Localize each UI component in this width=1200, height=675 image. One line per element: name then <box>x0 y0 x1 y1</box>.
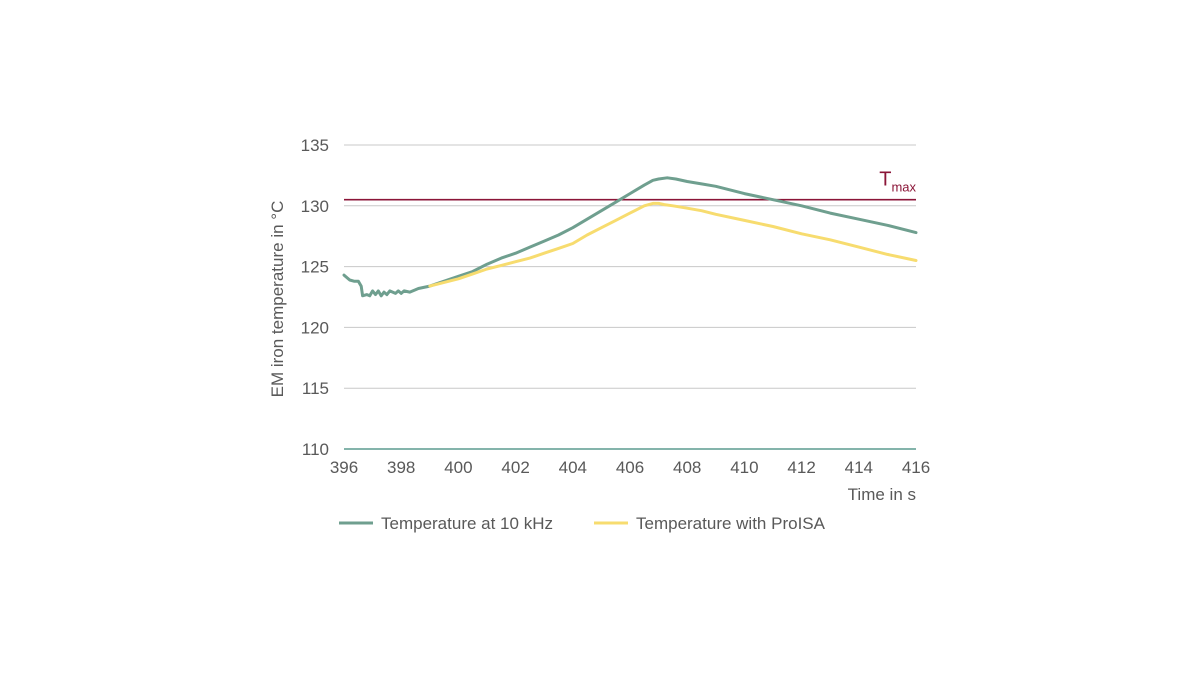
x-tick-label: 414 <box>845 458 873 477</box>
x-tick-label: 406 <box>616 458 644 477</box>
y-tick-label: 110 <box>302 440 329 459</box>
series-line-1 <box>342 176 918 298</box>
y-tick-label: 135 <box>301 136 329 155</box>
x-tick-label: 396 <box>330 458 358 477</box>
y-tick-label: 120 <box>301 318 329 337</box>
x-tick-label: 416 <box>902 458 930 477</box>
x-tick-labels: 396 398 400 402 404 406 408 410 412 414 416 <box>330 458 930 477</box>
x-tick-label: 408 <box>673 458 701 477</box>
legend: Temperature at 10 kHz Temperature with Pr… <box>339 514 826 533</box>
x-tick-label: 398 <box>387 458 415 477</box>
x-tick-label: 400 <box>444 458 472 477</box>
tmax-label: Tmax <box>879 169 916 195</box>
y-tick-labels: 110 115 120 125 130 135 <box>301 136 329 459</box>
y-axis-title: EM iron temperature in °C <box>268 201 287 398</box>
series-lines <box>342 176 918 298</box>
y-tick-label: 130 <box>301 197 329 216</box>
tmax-reference: Tmax <box>344 169 916 201</box>
legend-label-1: Temperature at 10 kHz <box>381 514 553 533</box>
x-tick-label: 404 <box>559 458 587 477</box>
legend-label-2: Temperature with ProISA <box>636 514 826 533</box>
x-tick-label: 402 <box>501 458 529 477</box>
series-line-2 <box>428 201 918 288</box>
y-tick-label: 115 <box>302 379 329 398</box>
gridlines <box>344 144 916 450</box>
y-tick-label: 125 <box>301 258 329 277</box>
x-tick-label: 412 <box>787 458 815 477</box>
x-tick-label: 410 <box>730 458 758 477</box>
x-axis-title: Time in s <box>848 485 916 504</box>
